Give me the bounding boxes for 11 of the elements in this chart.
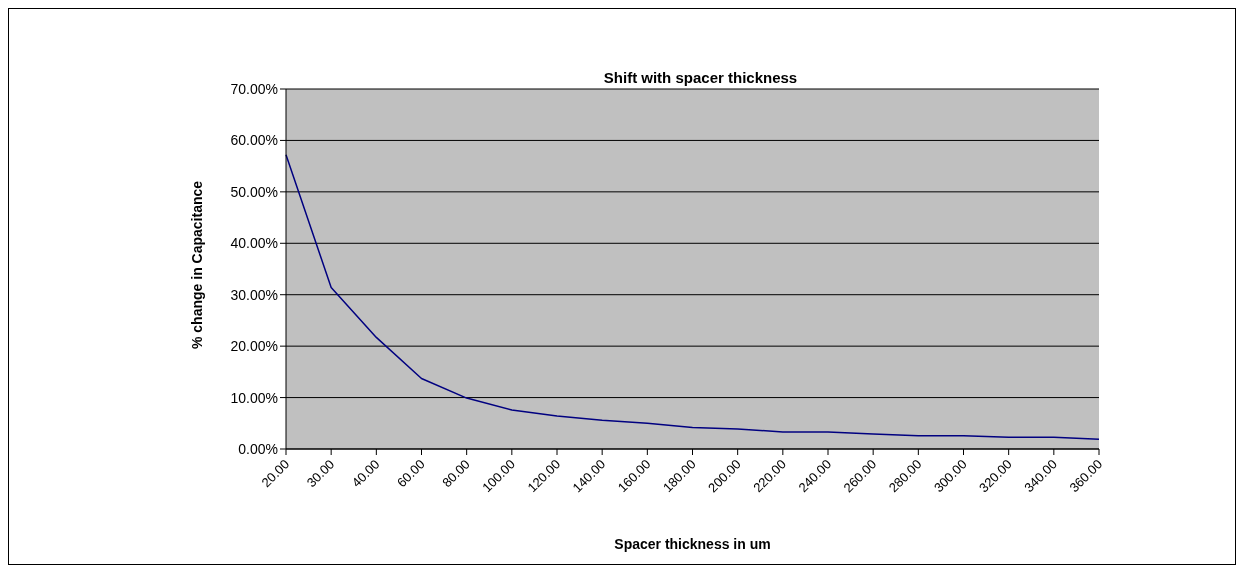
y-tick-label: 20.00%: [230, 338, 278, 355]
y-tick-label: 10.00%: [230, 389, 278, 406]
y-tick-label: 60.00%: [230, 132, 278, 149]
y-tick-label: 50.00%: [230, 183, 278, 200]
y-tick-label: 70.00%: [230, 80, 278, 97]
y-axis-title: % change in Capacitance: [188, 180, 205, 349]
y-tick-label: 40.00%: [230, 235, 278, 252]
y-tick-label: 30.00%: [230, 286, 278, 303]
y-tick-label: 0.00%: [238, 440, 278, 457]
x-axis-title: Spacer thickness in um: [614, 536, 771, 552]
chart-title: Shift with spacer thickness: [602, 69, 799, 86]
